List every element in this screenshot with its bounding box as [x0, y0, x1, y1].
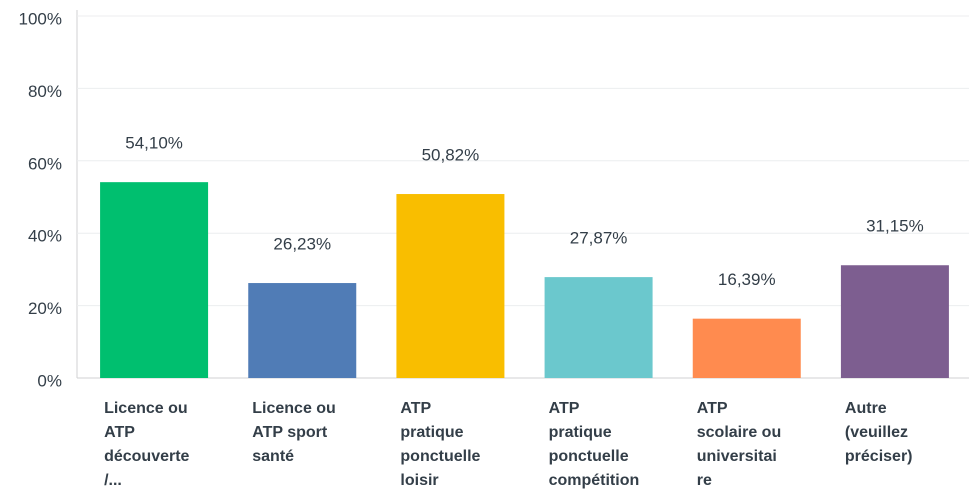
- bar: [692, 318, 801, 378]
- value-label: 27,87%: [570, 229, 628, 248]
- value-label: 50,82%: [422, 146, 480, 165]
- value-label: 54,10%: [125, 134, 183, 153]
- bar: [840, 265, 949, 378]
- y-tick-label: 40%: [28, 227, 62, 246]
- x-tick-label: ATP pratique ponctuelle loisir: [400, 400, 481, 489]
- x-tick-label: Autre (veuillez préciser): [844, 400, 913, 465]
- bar: [248, 283, 357, 378]
- value-label: 26,23%: [273, 235, 331, 254]
- y-tick-label: 20%: [28, 299, 62, 318]
- value-label: 31,15%: [866, 217, 924, 236]
- x-tick-label: ATP pratique ponctuelle compétition: [548, 400, 640, 489]
- bar: [544, 277, 653, 378]
- y-tick-label: 80%: [28, 82, 62, 101]
- bar: [100, 182, 209, 378]
- x-tick-label: Licence ou ATP sport santé: [252, 400, 336, 465]
- y-tick-label: 60%: [28, 154, 62, 173]
- y-tick-label: 0%: [37, 371, 62, 390]
- bar: [396, 194, 505, 378]
- x-tick-label: ATP scolaire ou universitai re: [696, 400, 782, 489]
- x-tick-label: Licence ou ATP découverte /...: [104, 400, 190, 489]
- value-label: 16,39%: [718, 270, 776, 289]
- y-tick-label: 100%: [19, 9, 62, 28]
